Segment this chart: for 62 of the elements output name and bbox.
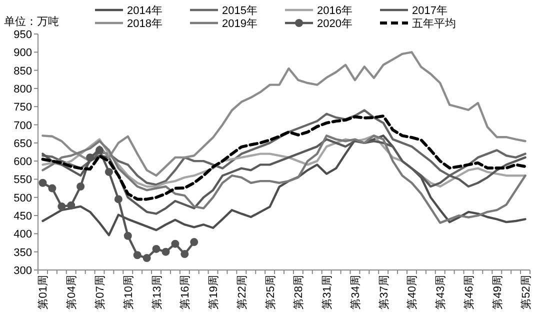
line-series: [42, 134, 526, 188]
x-tick-label: 第25周: [264, 275, 277, 310]
x-tick-label: 第31周: [322, 275, 334, 310]
point: [124, 232, 132, 240]
y-axis-title: 单位：万吨: [4, 15, 59, 28]
x-tick-label: 第40周: [406, 275, 419, 310]
y-tick-label: 550: [14, 174, 32, 186]
legend-label: 2019年: [222, 18, 258, 30]
x-tick-label: 第19周: [208, 275, 220, 310]
legend-label: 2018年: [127, 18, 162, 30]
line-series: [42, 51, 526, 177]
x-tick-label: 第49周: [492, 275, 504, 310]
y-tick-label: 650: [14, 138, 32, 150]
x-tick-label: 第07周: [94, 275, 106, 310]
x-tick-label: 第22周: [236, 275, 248, 310]
point: [76, 182, 85, 190]
x-tick-label: 第37周: [378, 275, 390, 310]
x-tick-label: 第16周: [180, 275, 192, 310]
x-tick-label: 第28周: [293, 275, 306, 310]
legend-label: 2015年: [222, 5, 258, 17]
point: [86, 153, 94, 162]
legend-label: 五年平均: [412, 18, 456, 30]
x-tick-label: 第43周: [435, 275, 448, 310]
y-tick-label: 900: [14, 47, 32, 60]
point: [171, 240, 180, 248]
y-tick-label: 500: [14, 192, 32, 204]
line-series: [42, 109, 526, 186]
y-tick-label: 450: [14, 210, 32, 223]
point: [190, 238, 198, 246]
y-tick-label: 300: [14, 265, 32, 277]
x-tick-label: 第01周: [38, 275, 50, 310]
x-tick-label: 第13周: [151, 275, 164, 310]
line-series: [41, 114, 527, 201]
x-tick-label: 第10周: [122, 275, 135, 310]
x-tick-label: 第34周: [350, 275, 362, 310]
point: [96, 146, 104, 154]
y-tick-label: 750: [14, 102, 32, 114]
point: [114, 195, 122, 204]
x-tick-label: 第52周: [520, 275, 532, 310]
y-tick-label: 800: [14, 83, 32, 96]
y-tick-label: 400: [14, 228, 32, 241]
y-tick-label: 600: [14, 156, 32, 168]
point: [133, 251, 142, 260]
x-tick-label: 第46周: [464, 275, 476, 310]
point: [152, 244, 160, 253]
y-tick-label: 950: [14, 29, 32, 41]
point: [104, 168, 113, 176]
legend-label: 2017年: [412, 5, 448, 17]
legend-label: 2014年: [127, 5, 162, 17]
legend-label: 2020年: [317, 18, 352, 30]
legend-label: 2016年: [317, 5, 352, 17]
point: [38, 178, 47, 187]
point: [162, 248, 170, 256]
point: [67, 201, 76, 210]
point: [142, 254, 151, 262]
point: [180, 250, 189, 258]
x-tick-label: 第04周: [66, 275, 78, 310]
point: [58, 202, 66, 210]
y-tick-label: 350: [14, 246, 32, 259]
point: [48, 184, 56, 192]
y-tick-label: 850: [14, 65, 32, 78]
y-tick-label: 700: [14, 120, 32, 132]
